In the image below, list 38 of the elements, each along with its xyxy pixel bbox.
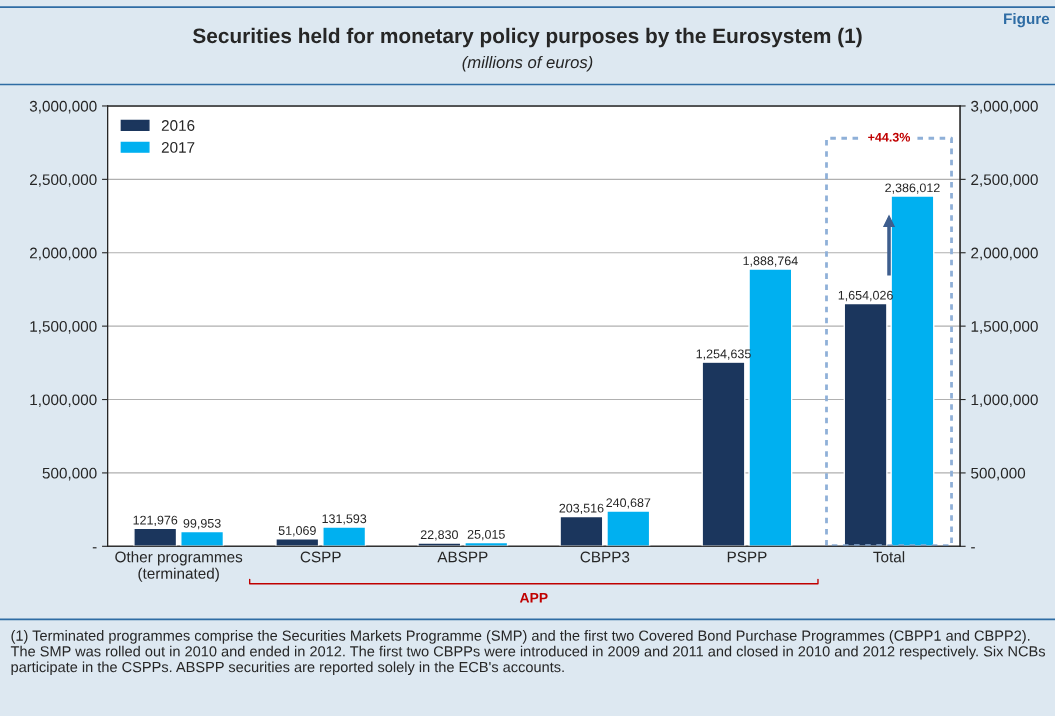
text: APP (519, 593, 548, 603)
y2-tick-label: 2,000,000 (971, 247, 1038, 261)
y-tick-label: 3,000,000 (29, 100, 97, 114)
annotation: +44.3% (868, 132, 911, 142)
y2-tick-label: 500,000 (971, 467, 1026, 481)
legend-label: 2017 (161, 142, 195, 153)
y-tick-label: - (92, 547, 97, 549)
data-label: 99,953 (183, 518, 221, 530)
data-label: 203,516 (559, 503, 604, 515)
data-label: 1,888,764 (743, 256, 798, 267)
y2-tick-label: 2,500,000 (971, 174, 1038, 187)
data-label: 22,830 (420, 530, 458, 541)
y2-tick-label: 3,000,000 (971, 100, 1038, 114)
x-tick-label: Other programmes (terminated) (115, 551, 243, 582)
x-tick-label: CBPP3 (580, 551, 630, 563)
chart-title: Securities held for monetary policy purposes by the Eurosystem (1) (192, 27, 862, 48)
y2-tick-label: - (971, 547, 975, 549)
y2-tick-label: 1,500,000 (971, 321, 1038, 334)
text: (1) Terminated programmes comprise the Securities Markets Programme (SMP) and the first two Covered Bond Purchase Programmes (CBPP1 and CBPP2). The SMP was rolled out in 2010 and ended in 2012. The first two CBPPs were introduced in 2009 and 2011 and closed in 2010 and 2012 respectively. Six NCBs participate in the CSPPs. ABSPP securities are reported solely in the ECB's accounts. (10, 630, 1046, 676)
data-label: 121,976 (133, 515, 178, 527)
x-tick-label: Total (873, 551, 905, 563)
y-tick-label: 500,000 (42, 467, 97, 481)
data-label: 131,593 (322, 514, 367, 525)
data-label: 240,687 (606, 498, 651, 509)
text: Figure (1004, 12, 1050, 28)
legend-label: 2016 (161, 120, 195, 131)
y-tick-label: 1,000,000 (30, 394, 97, 408)
x-tick-label: CSPP (300, 551, 341, 563)
data-label: 2,386,012 (885, 183, 940, 194)
y2-tick-label: 1,000,000 (971, 394, 1038, 408)
data-label: 25,015 (467, 529, 505, 541)
x-tick-label: PSPP (727, 551, 767, 563)
chart-subtitle: (millions of euros) (462, 55, 593, 72)
data-label: 51,069 (278, 526, 316, 537)
y-tick-label: 2,500,000 (30, 174, 97, 187)
x-tick-label: ABSPP (437, 551, 488, 563)
y-tick-label: 1,500,000 (30, 321, 97, 334)
y-tick-label: 2,000,000 (30, 247, 97, 261)
